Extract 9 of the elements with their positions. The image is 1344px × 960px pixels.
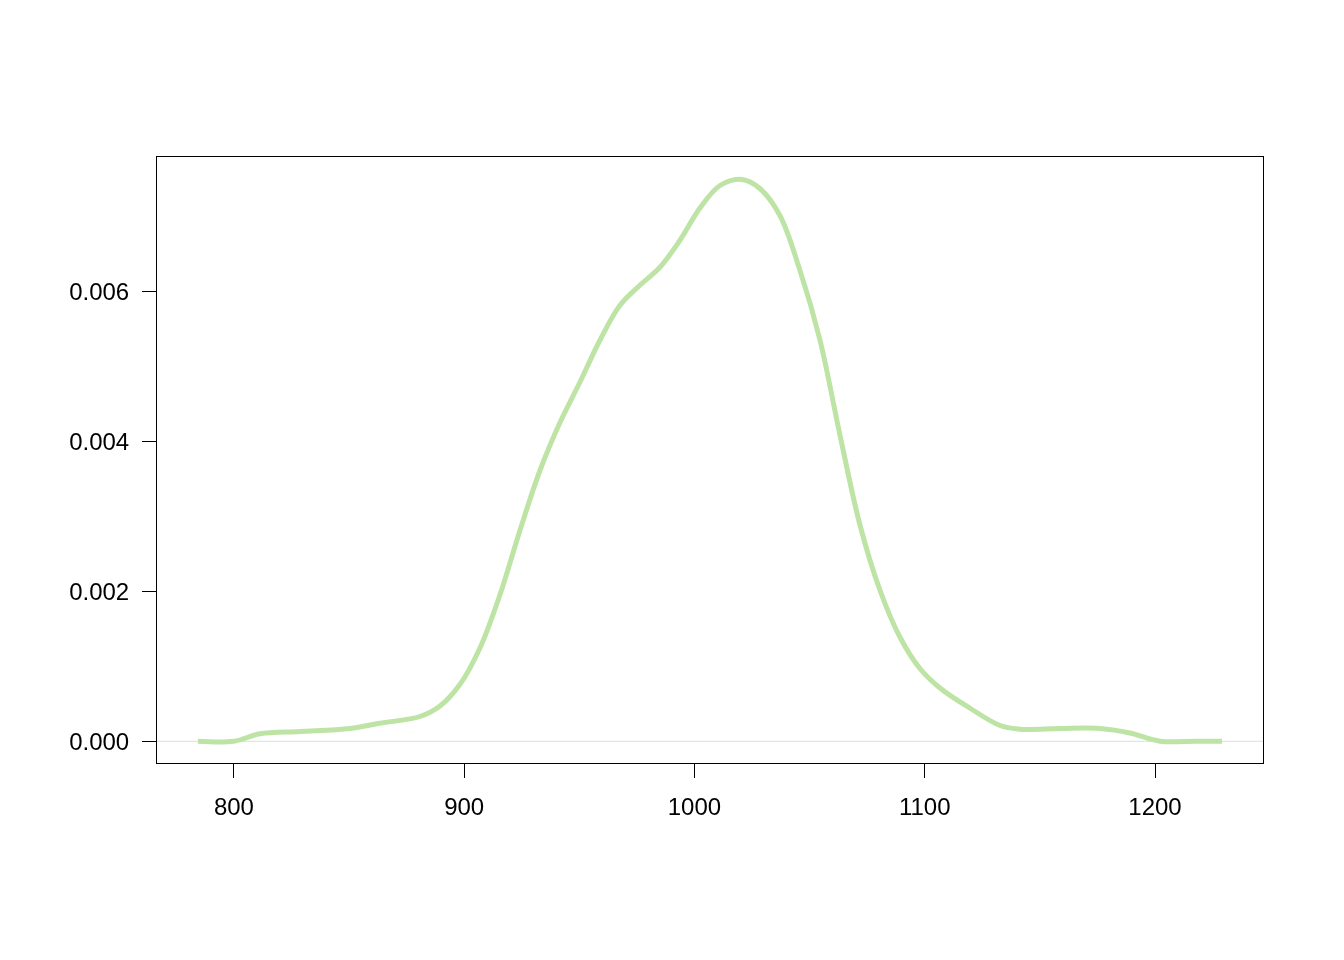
y-tick-label: 0.000 [69,727,130,755]
y-tick-label: 0.004 [69,427,130,455]
x-tick-label: 1000 [667,792,722,820]
x-tick-label: 1100 [898,792,951,820]
y-tick-label: 0.002 [69,577,130,605]
x-tick-label: 900 [444,792,485,820]
x-tick-label: 800 [213,792,254,820]
y-tick-label: 0.006 [69,277,130,305]
x-tick-label: 1200 [1128,792,1182,820]
